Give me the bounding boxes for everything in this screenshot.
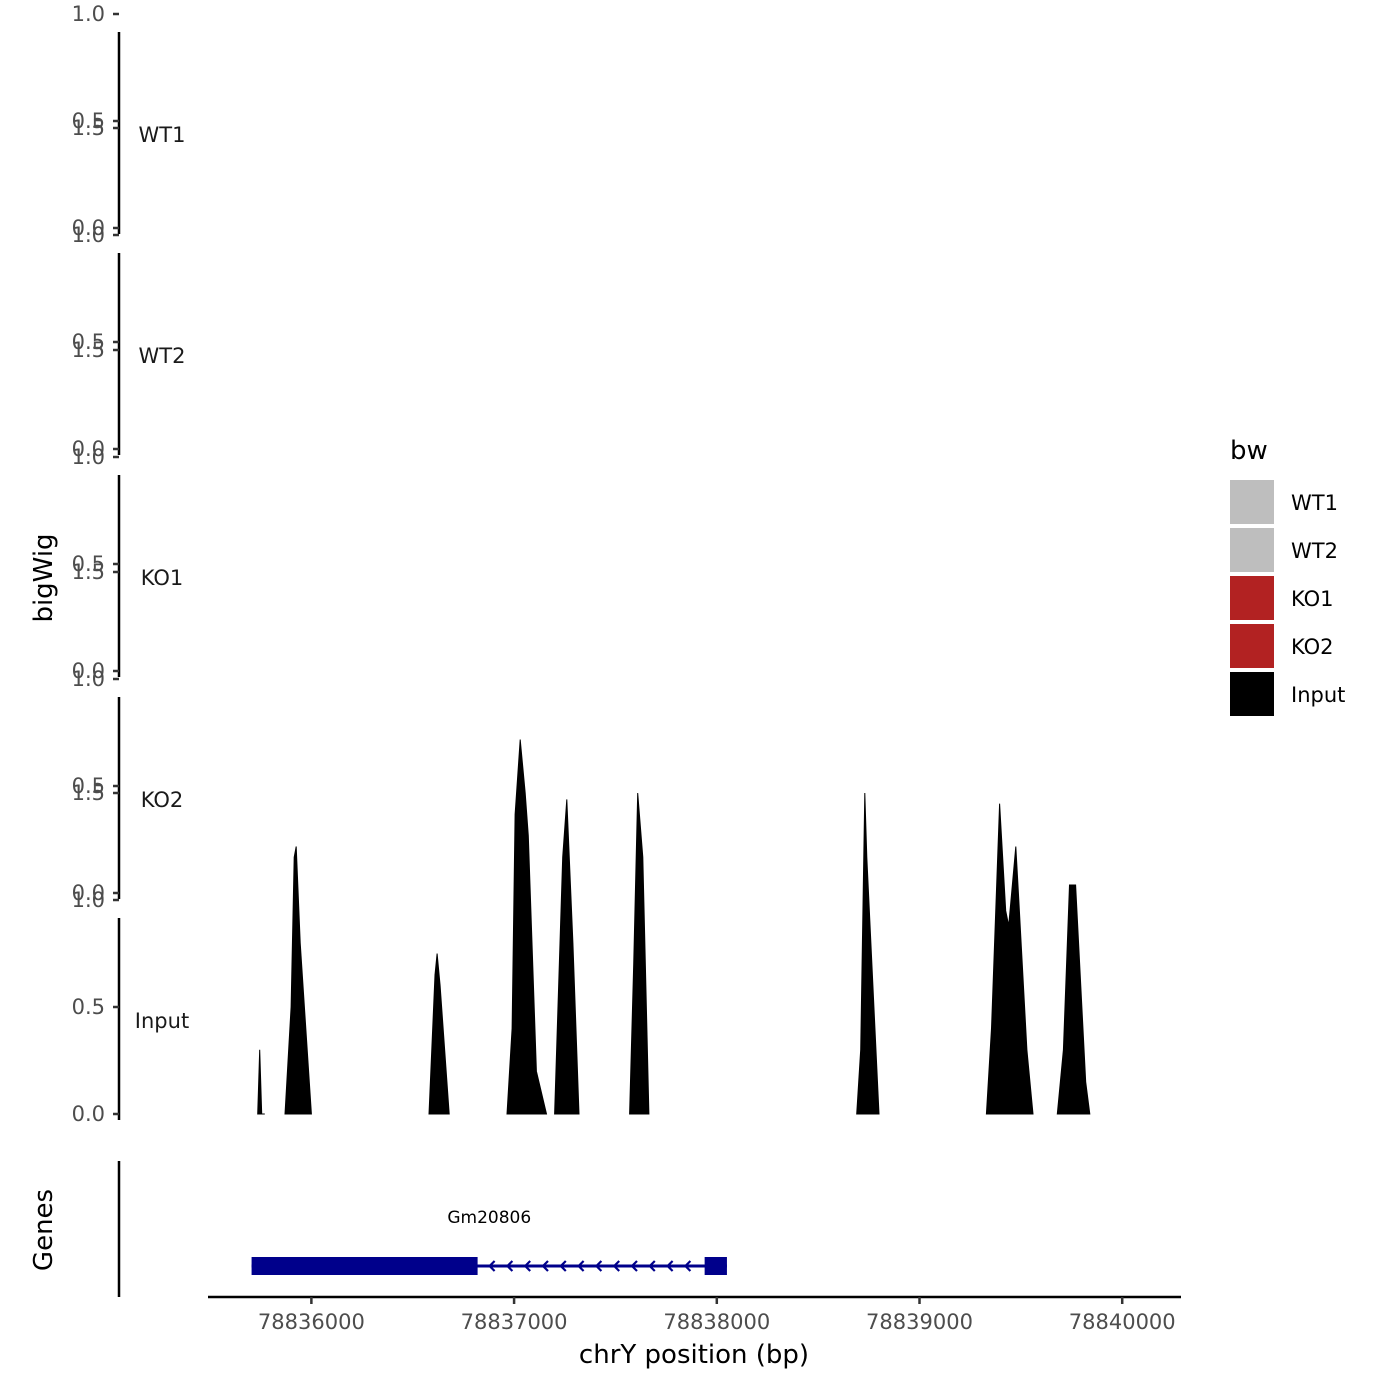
y-tick-label: 0.0 bbox=[72, 216, 105, 240]
y-tick-label: 0.5 bbox=[72, 774, 105, 798]
y-tick-label: 0.0 bbox=[72, 437, 105, 461]
track-panel-ko1: 0.0 0.5 1.0 1.5 KO1 bbox=[72, 338, 184, 683]
y-axis-title: bigWig bbox=[29, 533, 59, 622]
x-tick-label: 78840000 bbox=[1069, 1310, 1176, 1334]
x-axis-title: chrY position (bp) bbox=[579, 1340, 809, 1370]
signal-peak bbox=[856, 792, 880, 1115]
track-label-input: Input bbox=[135, 1009, 189, 1033]
x-tick-label: 78839000 bbox=[866, 1310, 973, 1334]
y-tick-label: 0.0 bbox=[72, 659, 105, 683]
legend-key-wt2 bbox=[1230, 528, 1274, 572]
y-tick-label: 0.5 bbox=[72, 995, 105, 1019]
legend-label-wt2: WT2 bbox=[1291, 539, 1338, 563]
y-tick-label: 0.5 bbox=[72, 109, 105, 133]
y-tick-label: 1.5 bbox=[72, 560, 105, 584]
legend-label-ko1: KO1 bbox=[1291, 587, 1334, 611]
strand-arrow bbox=[666, 1260, 674, 1272]
legend-key-wt1 bbox=[1230, 480, 1274, 524]
x-tick-label: 78837000 bbox=[461, 1310, 568, 1334]
strand-arrow bbox=[683, 1260, 692, 1272]
legend-title: bw bbox=[1230, 436, 1268, 466]
y-tick-label: 1.5 bbox=[72, 338, 105, 362]
signal-peak bbox=[284, 846, 312, 1115]
y-tick-label: 1.0 bbox=[72, 223, 105, 247]
x-tick-label: 78836000 bbox=[258, 1310, 365, 1334]
y-tick-label: 0.5 bbox=[72, 330, 105, 354]
track-label-wt2: WT2 bbox=[139, 344, 186, 368]
strand-arrow bbox=[559, 1260, 567, 1272]
track-panel-ko2: 0.0 0.5 1.0 1.5 KO2 bbox=[72, 560, 184, 905]
strand-arrow bbox=[541, 1260, 549, 1272]
track-panel-wt1: 0.0 0.5 1.0 1.5 WT1 bbox=[72, 2, 186, 240]
y-tick-label: 1.0 bbox=[72, 2, 105, 26]
genes-layer: Gm20806 bbox=[117, 1161, 727, 1297]
signal-peak bbox=[257, 1049, 265, 1115]
legend-label-ko2: KO2 bbox=[1291, 635, 1334, 659]
legend-key-ko1 bbox=[1230, 576, 1274, 620]
y-tick-label: 0.0 bbox=[72, 1102, 105, 1126]
signal-peak bbox=[1056, 884, 1091, 1115]
signal-peak bbox=[554, 799, 580, 1115]
track-panel-wt2: 0.0 0.5 1.0 1.5 WT2 bbox=[72, 116, 186, 461]
signal-peak bbox=[985, 803, 1034, 1115]
legend-label-input: Input bbox=[1291, 683, 1345, 707]
strand-arrow bbox=[505, 1260, 514, 1272]
track-label-ko2: KO2 bbox=[141, 788, 184, 812]
track-panel-input: 0.0 0.5 1.0 1.5 Input bbox=[72, 739, 1091, 1126]
genes-axis-title: Genes bbox=[29, 1189, 59, 1271]
y-tick-label: 1.5 bbox=[72, 116, 105, 140]
gene-exon bbox=[704, 1257, 727, 1275]
strand-arrow bbox=[648, 1260, 656, 1272]
legend-key-ko2 bbox=[1230, 624, 1274, 668]
y-tick-label: 0.5 bbox=[72, 552, 105, 576]
legend-key-input bbox=[1230, 672, 1274, 716]
gene-name-label: Gm20806 bbox=[447, 1208, 531, 1228]
y-tick-label: 1.0 bbox=[72, 445, 105, 469]
legend-label-wt1: WT1 bbox=[1291, 491, 1338, 515]
signal-peak bbox=[629, 792, 650, 1115]
strand-arrow bbox=[577, 1260, 585, 1272]
track-label-wt1: WT1 bbox=[139, 123, 186, 147]
x-axis: 78836000 78837000 78838000 78839000 78840000 bbox=[208, 1295, 1181, 1334]
strand-arrow bbox=[594, 1260, 603, 1272]
y-tick-label: 0.0 bbox=[72, 881, 105, 905]
y-tick-label: 1.5 bbox=[72, 781, 105, 805]
strand-arrow bbox=[523, 1260, 531, 1272]
strand-arrow bbox=[630, 1260, 638, 1272]
strand-arrow bbox=[488, 1260, 496, 1272]
track-label-ko1: KO1 bbox=[141, 566, 184, 590]
signal-peak bbox=[428, 953, 450, 1115]
tracks-layer: 0.0 0.5 1.0 1.5 WT1 0.0 0.5 1.0 1.5 WT2 0.0 0.5 1.0 1… bbox=[72, 2, 1091, 1126]
y-tick-label: 1.0 bbox=[72, 888, 105, 912]
signal-peak bbox=[506, 739, 548, 1115]
y-tick-label: 1.0 bbox=[72, 667, 105, 691]
legend: bw WT1 WT2 KO1 KO2 Input bbox=[1230, 436, 1345, 716]
gene-exon bbox=[251, 1257, 478, 1275]
x-tick-label: 78838000 bbox=[663, 1310, 770, 1334]
strand-arrow bbox=[612, 1260, 620, 1272]
